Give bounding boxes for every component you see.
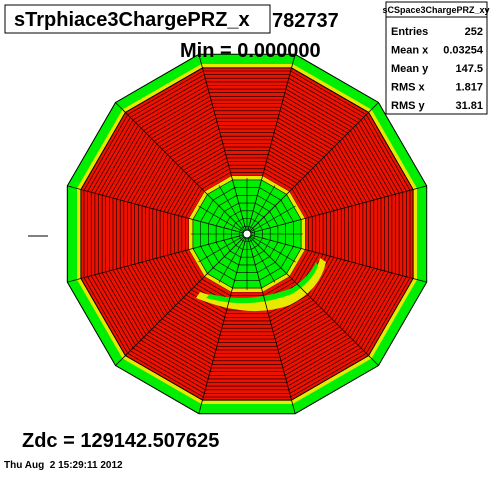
green-blob [206, 262, 318, 304]
stats-value: 0.03254 [443, 45, 484, 57]
spoke [67, 233, 248, 283]
stats-label: Mean x [391, 45, 429, 57]
inner-spoke [198, 233, 248, 263]
stats-label: Mean y [391, 63, 429, 75]
spoke [115, 233, 248, 366]
stats-value: 252 [465, 26, 483, 38]
spoke [115, 102, 248, 235]
spoke [246, 54, 296, 235]
spoke [246, 185, 427, 235]
min-text: Min = 0.000000 [180, 40, 321, 62]
inner-spoke [246, 205, 296, 235]
title: sTrphiace3ChargePRZ_x [14, 9, 250, 31]
inner-spoke [246, 233, 296, 263]
stats-frame [385, 1, 488, 115]
stats-value: 147.5 [455, 63, 483, 75]
inner-spoke [246, 233, 276, 283]
spoke [198, 233, 248, 414]
inner-spoke [218, 185, 248, 235]
stats-value: 31.81 [455, 100, 483, 112]
center-dot [242, 229, 252, 239]
title-box [4, 4, 271, 34]
stats-box: sCSpace3ChargePRZ_xy Entries 252 Mean x 0.0… [382, 1, 490, 115]
spoke [246, 233, 427, 283]
inner-spoke [198, 205, 248, 235]
stats-value: 1.817 [455, 82, 483, 94]
timestamp: Thu Aug 2 15:29:11 2012 [4, 460, 123, 471]
spoke [246, 233, 379, 366]
stats-label: Entries [391, 26, 428, 38]
spoke [246, 102, 379, 235]
max-text: 782737 [272, 10, 339, 32]
yellow-blob [196, 258, 326, 312]
spoke [67, 185, 248, 235]
polar-plot [66, 53, 428, 415]
spoke [198, 54, 248, 235]
inner-spoke [246, 185, 276, 235]
spoke [246, 233, 296, 414]
stats-label: RMS x [391, 82, 426, 94]
stats-title: sCSpace3ChargePRZ_xy [382, 5, 489, 15]
zdc-text: Zdc = 129142.507625 [22, 430, 219, 452]
inner-spoke [218, 233, 248, 283]
stats-label: RMS y [391, 100, 426, 112]
